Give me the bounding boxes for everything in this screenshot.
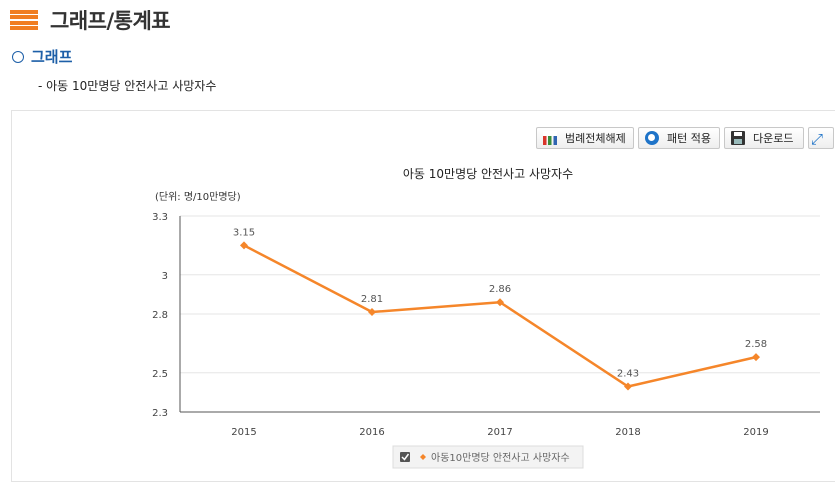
section-label: 그래프 (31, 48, 73, 66)
page-header: 그래프/통계표 (10, 6, 171, 34)
pattern-icon (645, 131, 659, 145)
expand-button[interactable]: ⤢ (808, 127, 834, 149)
chart-subtitle: - 아동 10만명당 안전사고 사망자수 (38, 79, 217, 93)
download-button[interactable]: 다운로드 (724, 127, 804, 149)
circle-bullet-icon (12, 50, 24, 63)
chart-panel (11, 110, 835, 482)
section-title: 그래프 (12, 46, 72, 67)
save-disk-icon (731, 131, 745, 145)
pattern-apply-button[interactable]: 패턴 적용 (638, 127, 720, 149)
page-title: 그래프/통계표 (50, 9, 171, 33)
download-label: 다운로드 (753, 132, 794, 145)
expand-icon: ⤢ (810, 130, 823, 148)
legend-toggle-button[interactable]: 범례전체해제 (536, 127, 634, 149)
menu-icon[interactable] (10, 10, 38, 30)
bar-chart-icon (543, 131, 557, 145)
legend-toggle-label: 범례전체해제 (565, 132, 626, 145)
pattern-apply-label: 패턴 적용 (667, 132, 711, 145)
